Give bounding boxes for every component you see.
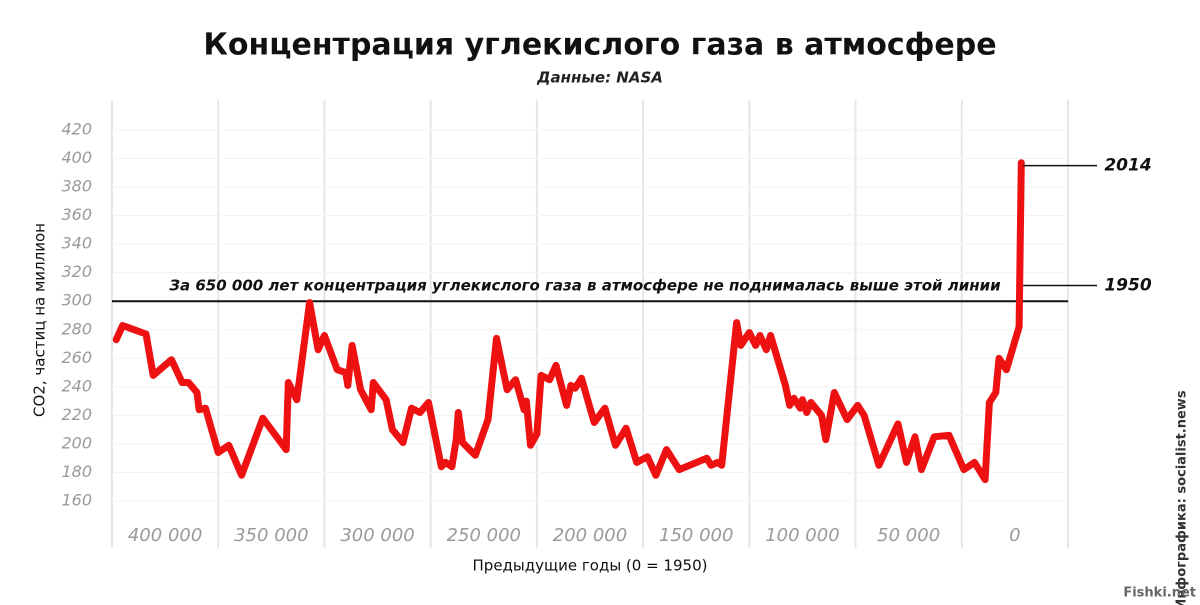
- y-tick-label: 180: [61, 462, 92, 481]
- annotation-label: 2014: [1104, 156, 1151, 176]
- y-tick-label: 300: [61, 291, 92, 310]
- y-tick-label: 400: [61, 148, 92, 167]
- co2-line: [112, 159, 1025, 484]
- x-axis-label: Предыдущие годы (0 = 1950): [473, 557, 708, 575]
- x-tick-label: 200 000: [553, 525, 627, 546]
- y-axis-label: CO2, частиц на миллион: [31, 223, 49, 417]
- chart-subtitle: Данные: NASA: [536, 69, 663, 87]
- y-tick-label: 240: [61, 376, 92, 395]
- credit: Инфографика: socialist.news: [1175, 390, 1190, 605]
- x-tick-label: 100 000: [765, 525, 839, 546]
- x-tick-label: 150 000: [659, 525, 733, 546]
- watermark: Fishki.net: [1123, 586, 1196, 601]
- x-tick-label: 300 000: [340, 525, 414, 546]
- x-tick-label: 50 000: [877, 525, 940, 546]
- chart-title: Концентрация углекислого газа в атмосфер…: [203, 28, 996, 63]
- x-tick-label: 350 000: [234, 525, 308, 546]
- y-tick-label: 160: [61, 490, 92, 509]
- y-tick-label: 360: [61, 205, 92, 224]
- y-tick-label: 420: [61, 120, 92, 139]
- y-tick-label: 220: [61, 405, 92, 424]
- x-tick-label: 0: [1009, 525, 1020, 546]
- y-tick-label: 200: [61, 433, 92, 452]
- y-tick-label: 280: [61, 319, 92, 338]
- y-tick-label: 320: [61, 262, 92, 281]
- y-tick-label: 260: [61, 348, 92, 367]
- x-tick-label: 400 000: [128, 525, 202, 546]
- annotation-label: 1950: [1104, 276, 1151, 296]
- y-tick-label: 380: [61, 177, 92, 196]
- reference-label: За 650 000 лет концентрация углекислого …: [169, 277, 1001, 295]
- y-tick-label: 340: [61, 234, 92, 253]
- x-tick-label: 250 000: [447, 525, 521, 546]
